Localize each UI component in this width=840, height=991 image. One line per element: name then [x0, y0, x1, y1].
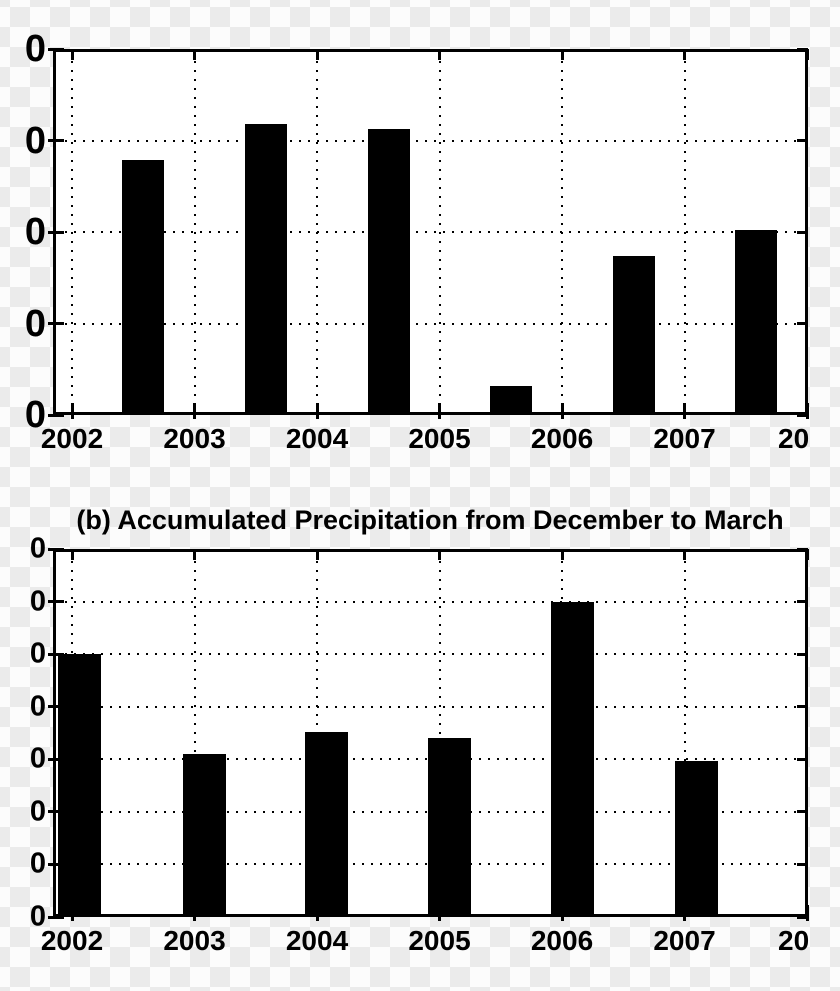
x-axis-tick-label: 2002 [40, 423, 104, 454]
bar-2002 [121, 159, 164, 413]
y-tick-right [797, 230, 808, 234]
x-tick-top [193, 549, 196, 560]
y-tick-right [797, 757, 808, 761]
gridline-horizontal [56, 231, 805, 233]
bar-2007 [735, 230, 777, 413]
y-axis-tick-label: 0 [29, 742, 46, 775]
y-tick-left [48, 413, 64, 417]
x-axis-tick-label: 20 [778, 925, 810, 956]
y-tick-right [797, 47, 808, 51]
x-axis-tick-label: 20 [778, 423, 810, 454]
gridline-vertical [683, 552, 686, 914]
y-tick-left [48, 139, 64, 142]
y-tick-left [48, 47, 64, 51]
bar-2004 [368, 128, 410, 413]
x-tick-top [683, 49, 686, 60]
x-tick-bottom [315, 403, 319, 419]
x-tick-top [560, 49, 564, 60]
x-axis-tick-label: 2005 [408, 423, 471, 454]
x-tick-bottom [683, 403, 686, 419]
bar-2006 [613, 255, 655, 413]
x-axis-tick-label: 2007 [653, 925, 716, 956]
x-axis-tick-label: 2004 [285, 925, 349, 956]
x-tick-top [805, 549, 809, 560]
gridline-vertical [193, 552, 196, 914]
y-axis-tick-label: 0 [29, 690, 46, 723]
y-tick-right [797, 915, 808, 919]
bar-2005 [428, 737, 471, 915]
x-tick-top [315, 49, 319, 60]
x-tick-bottom [560, 403, 564, 419]
x-axis-tick-label: 2002 [40, 925, 104, 956]
y-tick-right [797, 547, 808, 551]
x-tick-top [438, 549, 441, 560]
y-axis-tick-label: 0 [29, 795, 46, 828]
y-tick-right [797, 413, 808, 417]
y-axis-tick-label: 0 [29, 637, 46, 670]
y-axis-tick-label: 0 [29, 585, 46, 618]
y-tick-left [48, 322, 64, 325]
x-axis-tick-label: 2003 [163, 925, 226, 956]
y-tick-right [797, 600, 808, 604]
bar-2003 [244, 124, 287, 413]
x-tick-top [438, 49, 441, 60]
y-tick-left [48, 230, 64, 234]
y-tick-left [48, 600, 64, 604]
gridline-vertical [806, 552, 808, 914]
y-tick-left [48, 862, 64, 866]
y-axis-tick-label: 0 [24, 302, 46, 345]
x-axis-tick-label: 2003 [163, 423, 226, 454]
y-axis-tick-label: 0 [24, 394, 46, 436]
x-tick-bottom [70, 403, 74, 419]
y-tick-right [797, 322, 808, 325]
bar-2006 [551, 601, 594, 915]
x-tick-bottom [193, 403, 196, 419]
bar-2003 [182, 753, 226, 915]
x-tick-bottom [438, 403, 441, 419]
gridline-vertical [438, 552, 441, 914]
y-tick-left [48, 705, 64, 709]
y-axis-tick-label: 0 [24, 28, 46, 70]
gridline-horizontal [56, 705, 805, 708]
gridline-horizontal [56, 322, 805, 325]
x-tick-top [70, 549, 74, 560]
y-tick-left [48, 915, 64, 919]
x-axis-tick-label: 2006 [530, 925, 594, 956]
x-tick-bottom [805, 905, 809, 921]
y-axis-tick-label: 0 [29, 900, 46, 933]
y-tick-right [797, 810, 808, 814]
x-axis-tick-label: 2005 [408, 925, 471, 956]
gridline-horizontal [56, 139, 805, 142]
y-axis-tick-label: 0 [29, 847, 46, 880]
x-tick-bottom [805, 403, 809, 419]
x-axis-tick-label: 2006 [530, 423, 594, 454]
y-tick-right [797, 705, 808, 709]
x-tick-top [805, 49, 809, 60]
gridline-horizontal [56, 653, 805, 656]
x-tick-top [560, 549, 564, 560]
y-tick-right [797, 652, 808, 656]
gridline-horizontal [56, 600, 805, 603]
y-tick-left [48, 547, 64, 551]
bar-2004 [305, 731, 348, 915]
y-axis-tick-label: 0 [29, 532, 46, 565]
x-tick-top [70, 49, 74, 60]
y-axis-tick-label: 0 [24, 211, 46, 253]
x-tick-top [683, 549, 686, 560]
panel-b-title: (b) Accumulated Precipitation from Decem… [76, 505, 784, 535]
bar-2007 [674, 760, 718, 915]
y-tick-left [48, 757, 64, 761]
y-axis-tick-label: 0 [24, 119, 46, 162]
y-tick-right [797, 862, 808, 866]
bar-2005 [490, 385, 532, 413]
x-axis-tick-label: 2004 [285, 423, 349, 454]
y-tick-left [48, 810, 64, 814]
y-tick-right [797, 139, 808, 142]
x-tick-top [315, 549, 319, 560]
bar-2002 [58, 654, 101, 915]
y-tick-left [48, 652, 64, 656]
x-axis-tick-label: 2007 [653, 423, 716, 454]
x-tick-top [193, 49, 196, 60]
